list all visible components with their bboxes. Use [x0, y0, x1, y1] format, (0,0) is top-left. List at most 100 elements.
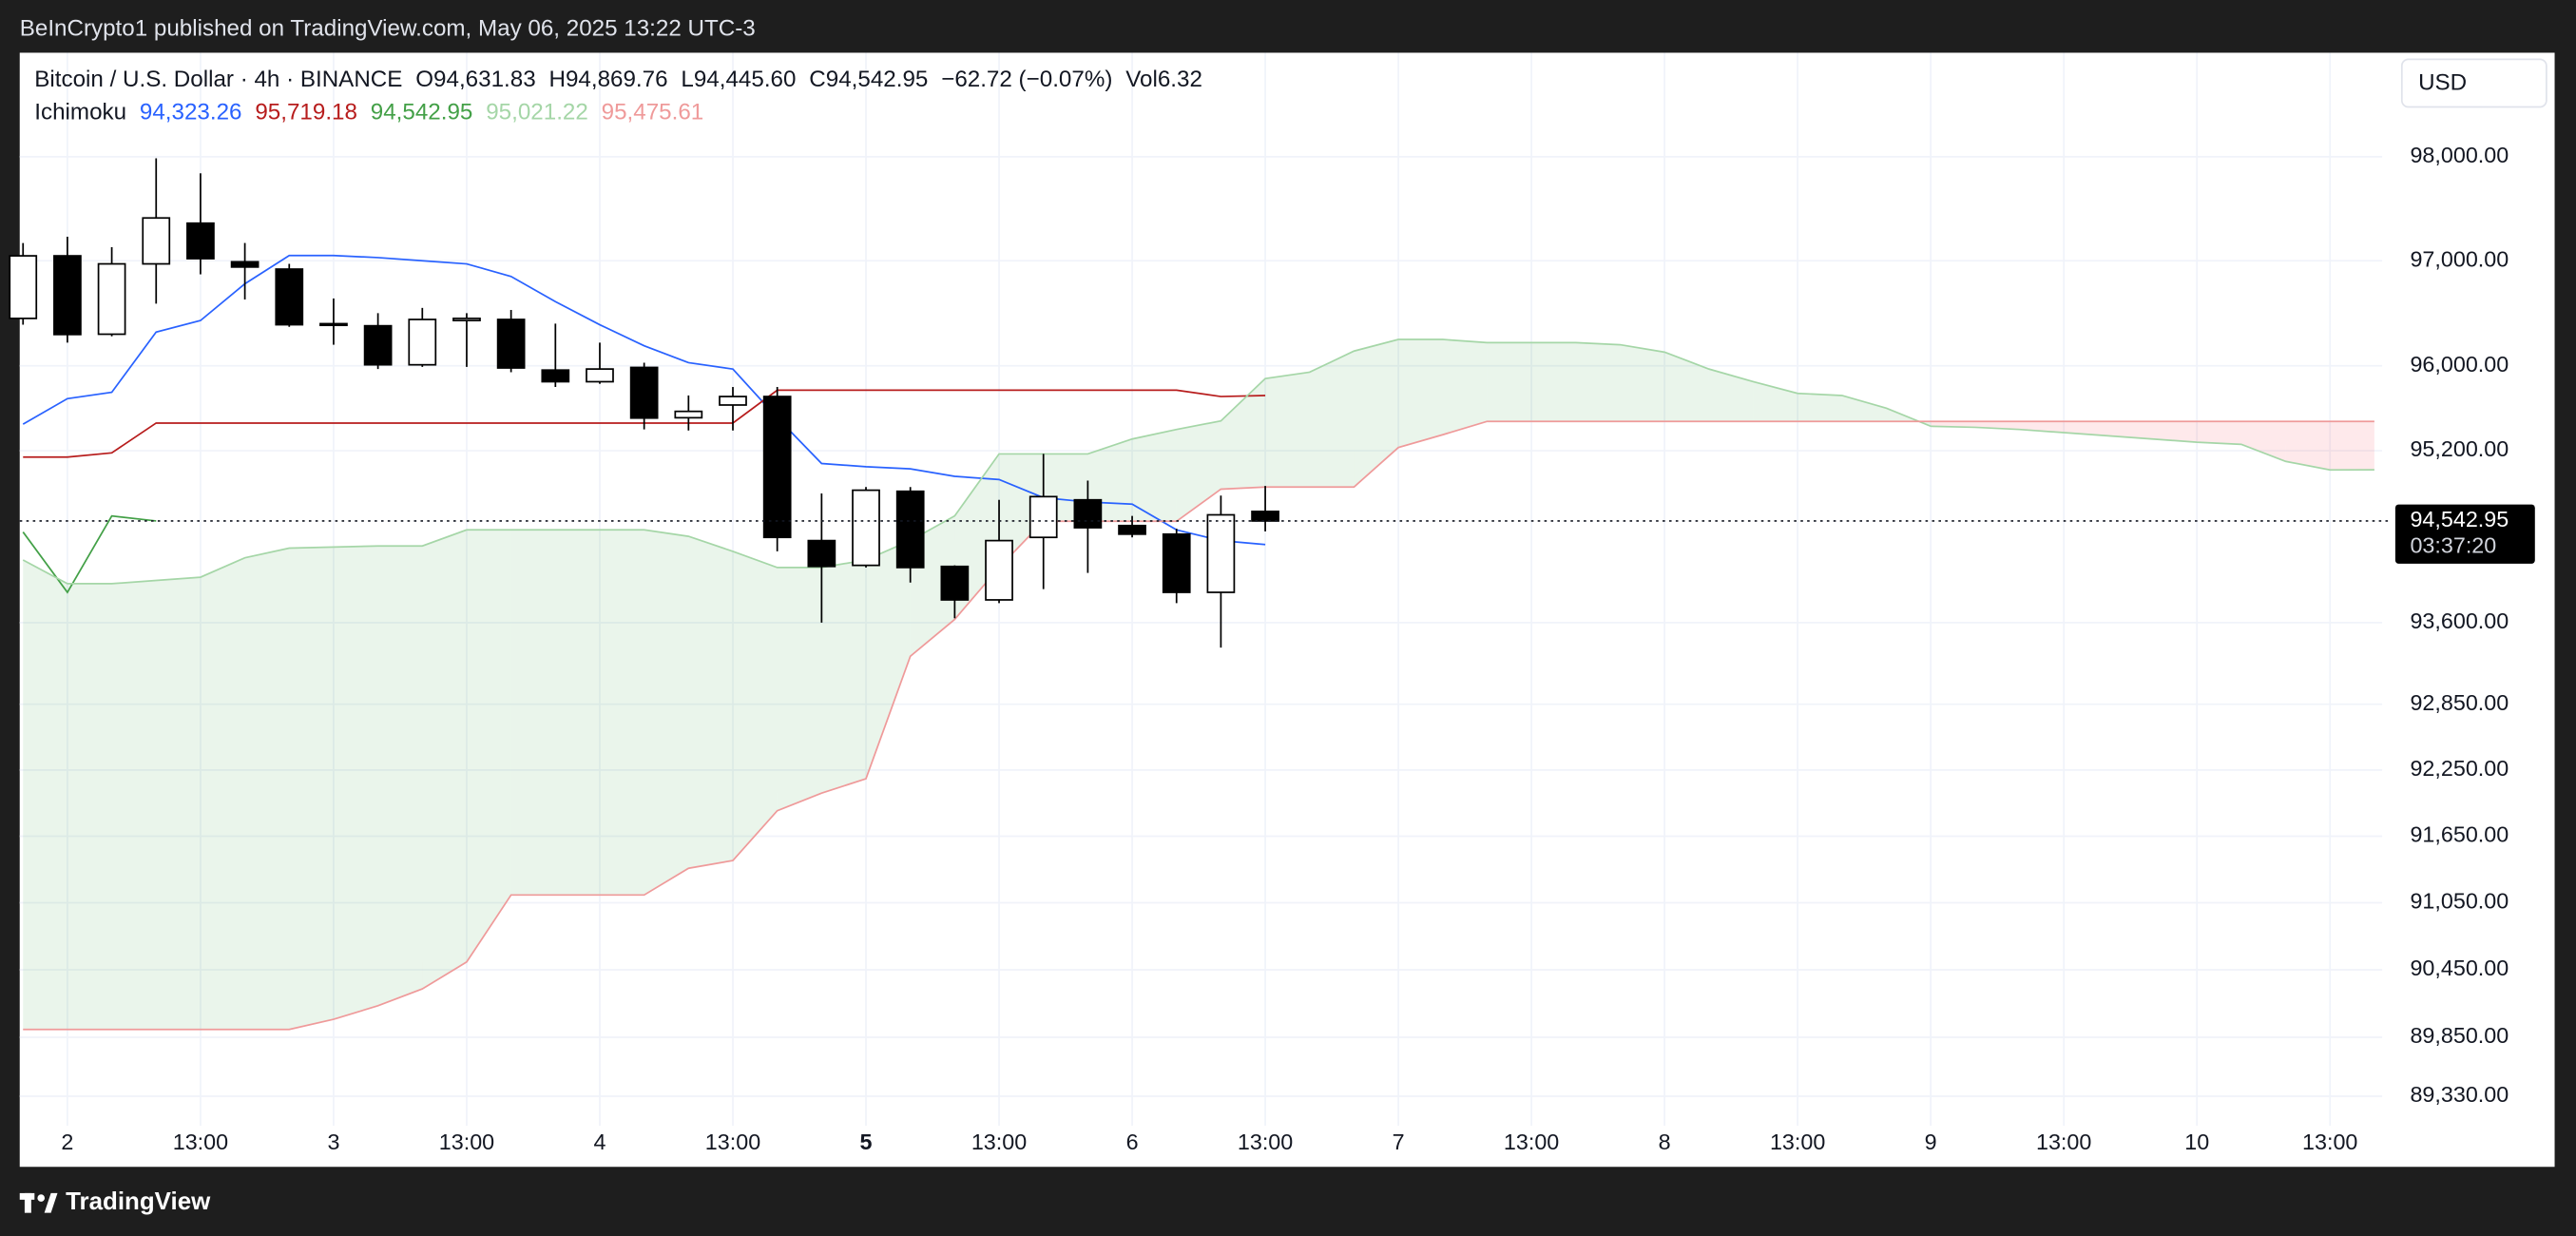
x-tick-label: 13:00: [2036, 1130, 2091, 1154]
indicator-value: 94,542.95: [371, 100, 473, 126]
indicator-value: 95,719.18: [255, 100, 357, 126]
x-tick-label: 9: [1925, 1130, 1937, 1154]
brand: TradingView: [66, 1188, 211, 1215]
cloud-segment: [2330, 421, 2374, 471]
cloud-segment: [2107, 421, 2153, 439]
y-tick-label: 93,600.00: [2410, 608, 2509, 633]
cloud-segment: [2064, 421, 2108, 436]
candle-body: [807, 539, 836, 568]
y-tick-label: 89,330.00: [2410, 1082, 2509, 1107]
cloud-segment: [244, 548, 290, 1030]
cloud-segment: [1265, 372, 1310, 488]
cloud-segment: [688, 536, 734, 869]
cloud-segment: [733, 550, 778, 861]
candle-body: [142, 217, 171, 265]
cloud-segment: [422, 530, 467, 990]
cloud-segment: [999, 454, 1044, 568]
cloud-segment: [156, 577, 201, 1030]
cloud-segment: [377, 546, 423, 1006]
footer-logo: [19, 1192, 58, 1213]
cloud-segment: [1221, 378, 1266, 490]
volume-key: Vol: [1125, 67, 1158, 92]
logo-dot: [37, 1194, 46, 1202]
x-tick-label: 13:00: [439, 1130, 494, 1154]
x-tick-label: 13:00: [1504, 1130, 1559, 1154]
last-price-box: [2394, 504, 2535, 564]
candle-body: [9, 255, 38, 319]
candle-body: [186, 222, 215, 260]
y-tick-label: 90,450.00: [2410, 956, 2509, 980]
y-tick-label: 91,050.00: [2410, 889, 2509, 914]
cloud-segment: [1797, 393, 1842, 422]
cloud-segment: [777, 567, 822, 811]
candle-body: [319, 322, 348, 327]
ohlc-key: H: [548, 67, 565, 92]
x-tick-label: 2: [61, 1130, 73, 1154]
y-tick-label: 98,000.00: [2410, 143, 2509, 167]
candle-body: [408, 319, 437, 366]
legend: Bitcoin / U.S. Dollar · 4h · BINANCE O94,…: [34, 67, 1202, 126]
logo-stem: [24, 1192, 31, 1213]
candle-body: [762, 396, 792, 539]
x-tick-label: 13:00: [1238, 1130, 1293, 1154]
ohlc-value: 94,445.60: [694, 67, 797, 92]
candle-body: [230, 261, 260, 268]
cloud-segment: [866, 540, 911, 780]
cloud-segment: [821, 559, 867, 794]
indicator-line: [22, 338, 2374, 585]
volume-value: 6.32: [1158, 67, 1202, 92]
candle-body: [1162, 532, 1191, 593]
candle-body: [852, 489, 880, 567]
cloud-segment: [1531, 342, 1576, 422]
ohlc-value: 94,542.95: [826, 67, 929, 92]
cloud-segment: [23, 559, 67, 1030]
candle-body: [629, 366, 659, 419]
cloud-segment: [1487, 342, 1532, 422]
ohlc-value: 94,869.76: [566, 67, 668, 92]
y-tick-label: 92,250.00: [2410, 756, 2509, 781]
candle-body: [1206, 513, 1236, 593]
x-tick-label: 6: [1126, 1130, 1139, 1154]
x-tick-label: 10: [2184, 1130, 2209, 1154]
y-tick-label: 97,000.00: [2410, 246, 2509, 271]
candle-body: [940, 565, 970, 601]
publisher: BeInCrypto1 published on TradingView.com…: [20, 16, 756, 42]
cloud-segment: [1708, 369, 1754, 422]
candle-body: [1118, 524, 1146, 535]
candle-body: [541, 369, 570, 383]
candle-body: [719, 396, 747, 406]
cloud-segment: [644, 530, 689, 896]
cloud-segment: [2285, 421, 2331, 471]
cloud-segment: [1398, 339, 1443, 448]
x-tick-label: 4: [593, 1130, 606, 1154]
y-tick-label: 91,650.00: [2410, 822, 2509, 847]
indicator-value: 95,021.22: [486, 100, 588, 126]
cloud-segment: [2152, 421, 2198, 443]
x-tick-label: 13:00: [705, 1130, 760, 1154]
candle-body: [1073, 498, 1103, 529]
candle-body: [895, 490, 925, 569]
currency[interactable]: USD: [2418, 70, 2467, 96]
x-tick-label: 5: [860, 1130, 873, 1154]
candle-body: [275, 268, 304, 326]
indicator-line: [23, 420, 2374, 1031]
plot: [9, 158, 2393, 1031]
candle-body: [53, 255, 82, 336]
currency-button[interactable]: [2400, 58, 2547, 108]
legend-row: Bitcoin / U.S. Dollar · 4h · BINANCE O94,…: [34, 67, 1202, 92]
cloud-segment: [466, 530, 511, 962]
cloud-segment: [2240, 421, 2286, 462]
chart-area: [19, 52, 2555, 1168]
cloud-segment: [1753, 381, 1798, 422]
ohlc-key: L: [681, 67, 693, 92]
y-tick-label: 92,850.00: [2410, 690, 2509, 715]
x-tick-label: 13:00: [173, 1130, 228, 1154]
candle-body: [452, 318, 481, 321]
cloud-segment: [2197, 421, 2241, 445]
x-tick-label: 7: [1393, 1130, 1405, 1154]
countdown: 03:37:20: [2410, 533, 2496, 558]
candle-body: [985, 539, 1013, 601]
indicator-value: 94,323.26: [140, 100, 242, 126]
indicator-line: [22, 254, 1266, 546]
